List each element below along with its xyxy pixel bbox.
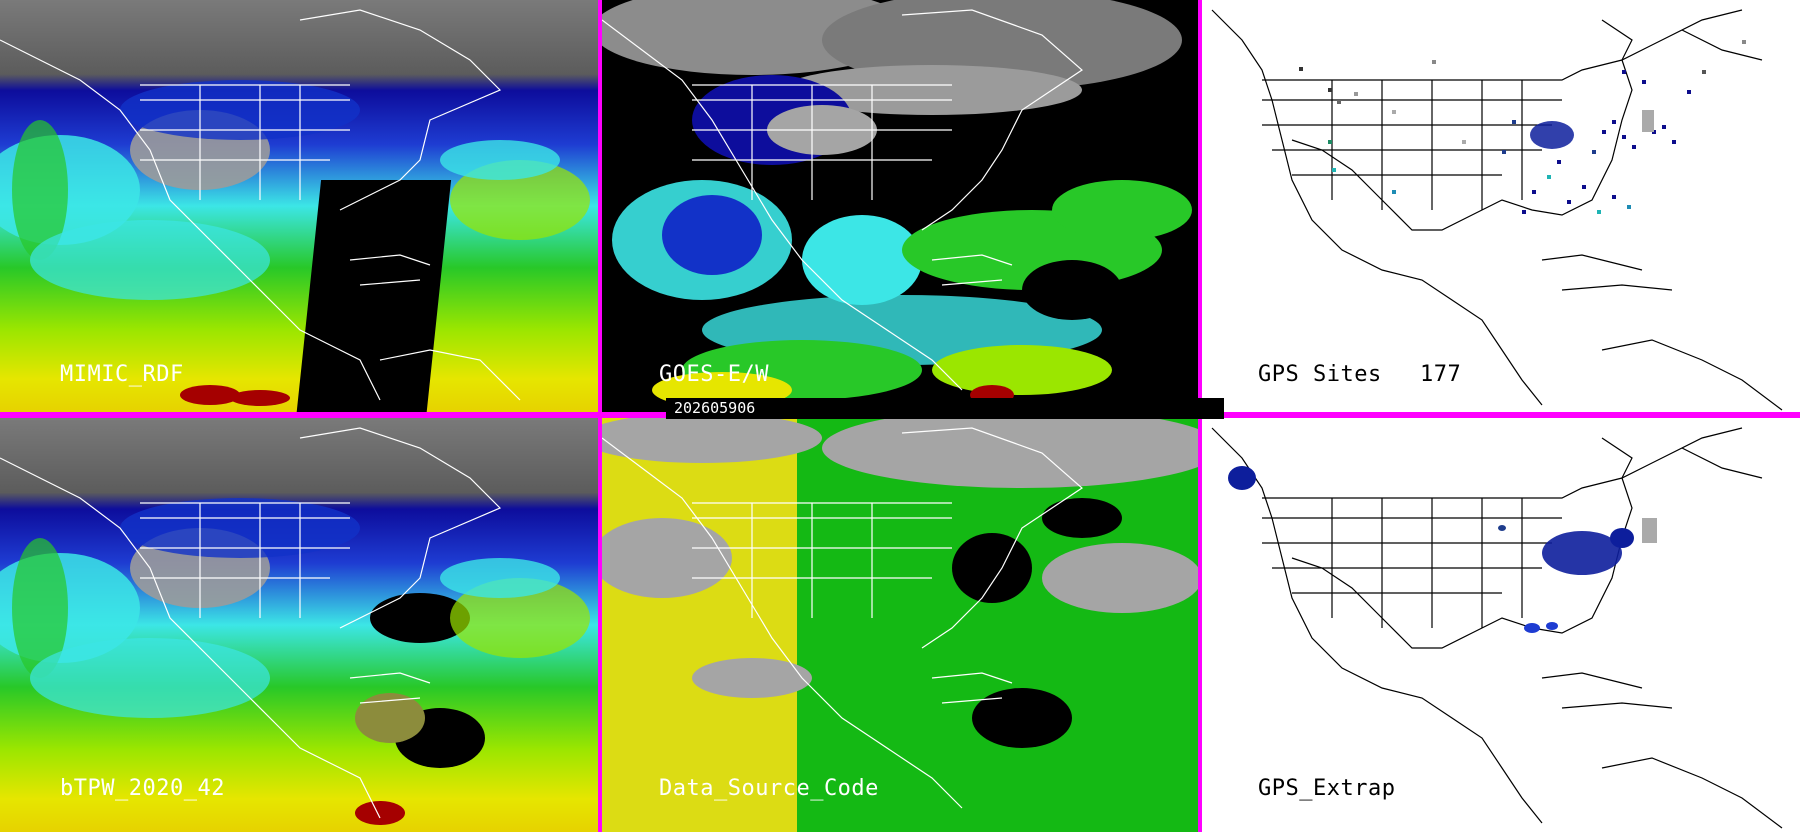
coastline-overlay — [1211, 427, 1783, 829]
no-data-swath — [296, 180, 452, 412]
panel-gps-sites: GPS Sites 177 — [1202, 0, 1800, 412]
panel-label: GPS Sites — [1258, 362, 1382, 387]
panel-data-source-code: Data_Source_Code — [602, 418, 1198, 832]
coastline-overlay — [0, 9, 521, 401]
gps-site-count: 177 — [1420, 362, 1462, 387]
gps-extrap-region — [1542, 531, 1622, 575]
gps-extrap-region — [1228, 466, 1256, 490]
gps-extrap-map — [1211, 427, 1783, 829]
timestamp-bar: 202605906 — [666, 398, 1224, 419]
panel-label: GPS_Extrap — [1258, 776, 1396, 801]
panel-goes: GOES-E/W — [602, 0, 1198, 412]
coastline-overlay — [602, 9, 1083, 391]
btpw-map — [0, 418, 598, 832]
panel-label: Data_Source_Code — [659, 776, 879, 801]
mimic-map — [0, 0, 598, 412]
panel-mimic-rdf: MIMIC_RDF — [0, 0, 598, 412]
panel-label: GOES-E/W — [659, 362, 769, 387]
goes-map — [602, 0, 1198, 412]
panel-btpw: bTPW_2020_42 — [0, 418, 598, 832]
source-region-west — [602, 418, 797, 832]
coastline-overlay — [602, 427, 1083, 809]
panel-label: MIMIC_RDF — [60, 362, 184, 387]
data-source-map — [602, 418, 1198, 832]
coastline-overlay — [1211, 9, 1783, 411]
panel-label: bTPW_2020_42 — [60, 776, 225, 801]
panel-gps-extrap: GPS_Extrap — [1202, 418, 1800, 832]
divider-vertical-left — [598, 0, 602, 832]
gps-site-markers — [1299, 40, 1746, 214]
gps-sites-map — [1211, 9, 1783, 411]
coastline-overlay — [0, 427, 502, 819]
